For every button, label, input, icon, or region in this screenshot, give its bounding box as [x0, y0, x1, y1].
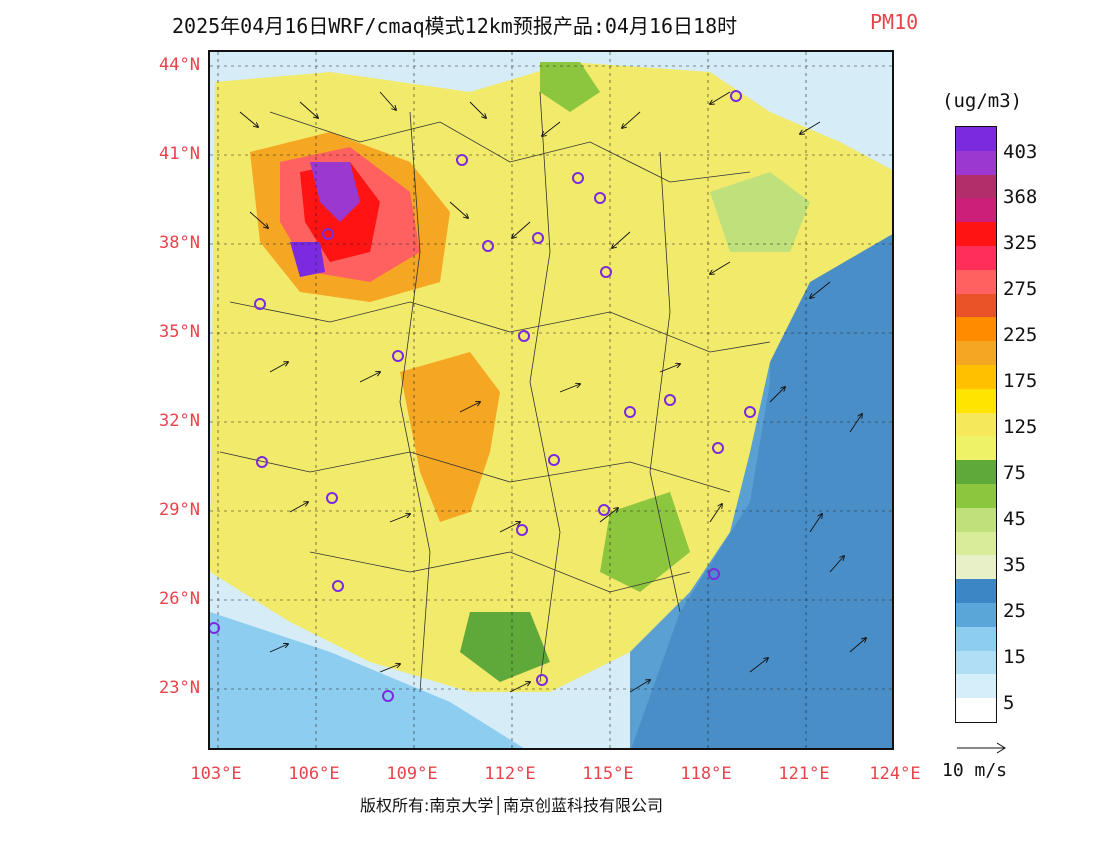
color-legend	[955, 126, 997, 723]
legend-unit: (ug/m3)	[942, 90, 1023, 112]
lon-label-103: 103°E	[190, 764, 242, 784]
legend-swatch	[956, 198, 996, 223]
hotspot-purple	[310, 162, 360, 222]
legend-swatch	[956, 317, 996, 342]
lat-label-44: 44°N	[159, 55, 200, 75]
wind-reference-arrow	[957, 742, 1006, 754]
legend-swatch	[956, 246, 996, 271]
legend-swatch	[956, 341, 996, 366]
green-patch-2	[710, 172, 810, 252]
legend-label-125: 125	[1003, 416, 1038, 438]
legend-label-368: 368	[1003, 186, 1038, 208]
lon-label-115: 115°E	[582, 764, 634, 784]
legend-swatch	[956, 365, 996, 390]
legend-swatch	[956, 412, 996, 437]
lon-label-109: 109°E	[386, 764, 438, 784]
legend-label-25: 25	[1003, 600, 1026, 622]
legend-swatch	[956, 388, 996, 414]
city-markers	[210, 90, 756, 702]
legend-swatch	[956, 603, 996, 628]
legend-label-325: 325	[1003, 232, 1038, 254]
legend-swatch	[956, 436, 996, 461]
forecast-map[interactable]	[208, 50, 894, 750]
lon-label-118: 118°E	[680, 764, 732, 784]
map-svg	[210, 52, 892, 748]
lat-label-26: 26°N	[159, 589, 200, 609]
legend-label-275: 275	[1003, 278, 1038, 300]
legend-swatch	[956, 555, 996, 580]
legend-label-5: 5	[1003, 692, 1015, 714]
lat-label-41: 41°N	[159, 144, 200, 164]
lat-label-32: 32°N	[159, 411, 200, 431]
legend-swatch	[956, 698, 996, 723]
legend-swatch	[956, 460, 996, 485]
legend-label-175: 175	[1003, 370, 1038, 392]
legend-swatch	[956, 531, 996, 556]
green-patch-4	[460, 612, 550, 682]
legend-swatch	[956, 650, 996, 675]
legend-swatch	[956, 150, 996, 176]
green-patch-1	[540, 62, 600, 112]
pollutant-label: PM10	[870, 10, 919, 34]
legend-swatch	[956, 269, 996, 295]
legend-swatch	[956, 507, 996, 533]
lon-label-112: 112°E	[484, 764, 536, 784]
product-title: 2025年04月16日WRF/cmaq模式12km预报产品:04月16日18时	[172, 14, 738, 38]
lon-label-121: 121°E	[778, 764, 830, 784]
legend-swatch	[956, 579, 996, 604]
lat-label-38: 38°N	[159, 233, 200, 253]
boundaries	[219, 91, 771, 693]
wind-reference-label: 10 m/s	[942, 760, 1008, 781]
legend-swatch	[956, 626, 996, 652]
green-patch-3	[600, 492, 690, 592]
legend-label-75: 75	[1003, 462, 1026, 484]
lat-label-35: 35°N	[159, 322, 200, 342]
lon-label-124: 124°E	[869, 764, 921, 784]
legend-label-15: 15	[1003, 646, 1026, 668]
lat-label-23: 23°N	[159, 678, 200, 698]
legend-swatch	[956, 127, 996, 152]
legend-swatch	[956, 484, 996, 509]
legend-label-225: 225	[1003, 324, 1038, 346]
legend-swatch	[956, 293, 996, 318]
copyright-text: 版权所有:南京大学│南京创蓝科技有限公司	[360, 796, 664, 815]
legend-swatch	[956, 674, 996, 699]
legend-swatch	[956, 222, 996, 247]
central-orange	[400, 352, 500, 522]
legend-swatch	[956, 174, 996, 199]
legend-label-45: 45	[1003, 508, 1026, 530]
east-sea	[631, 204, 892, 748]
title-bar: 2025年04月16日WRF/cmaq模式12km预报产品:04月16日18时 …	[0, 8, 1100, 44]
legend-label-403: 403	[1003, 141, 1038, 163]
lon-label-106: 106°E	[288, 764, 340, 784]
lat-label-29: 29°N	[159, 500, 200, 520]
graticule	[210, 52, 892, 748]
wind-arrows	[239, 91, 866, 693]
legend-label-35: 35	[1003, 554, 1026, 576]
